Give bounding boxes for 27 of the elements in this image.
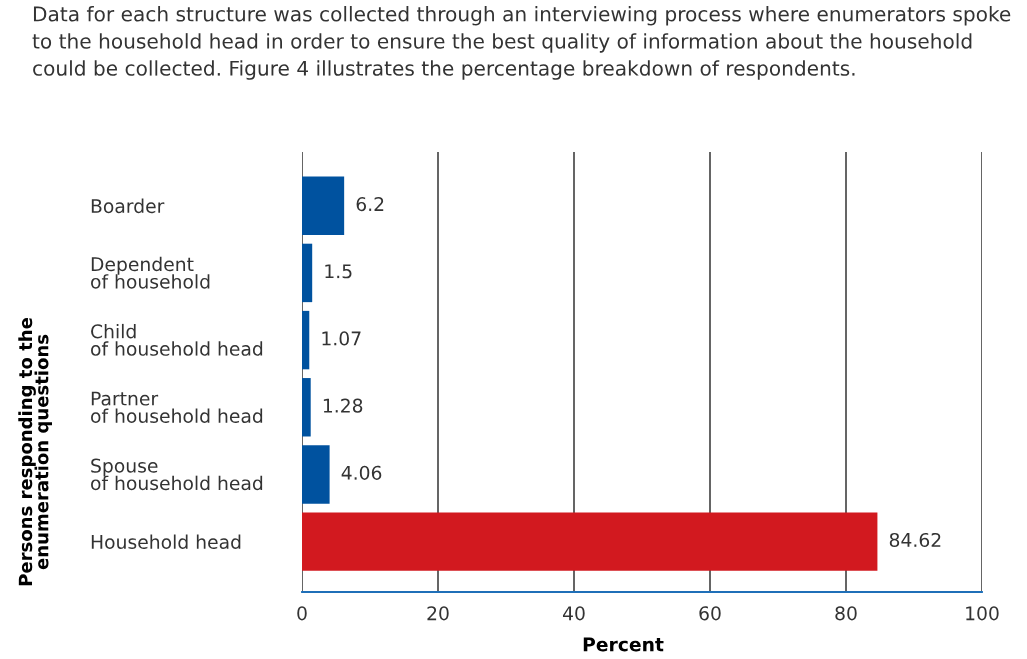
- data-label: 4.06: [341, 465, 382, 480]
- y-tick-label: Partner of household head: [91, 391, 263, 424]
- y-tick-label: Spouse of household head: [91, 458, 263, 491]
- y-tick-label: Child of household head: [91, 323, 263, 356]
- x-tick-label: 40: [562, 606, 585, 621]
- data-label: 1.28: [323, 398, 363, 413]
- bar: [302, 176, 345, 235]
- y-tick-label: Household head: [91, 534, 241, 550]
- data-label: 1.07: [322, 331, 361, 346]
- x-tick-label: 20: [427, 606, 449, 621]
- x-tick-label: 0: [297, 606, 307, 621]
- bar: [302, 512, 878, 571]
- y-tick-label: Boarder: [91, 198, 165, 214]
- bar: [302, 378, 311, 437]
- y-tick-label: Dependent of household: [91, 256, 210, 289]
- x-tick-label: 100: [966, 606, 999, 621]
- x-tick-label: 80: [835, 606, 857, 621]
- text: Data for each structure was collected through an interviewing process where enumerators spoke to the household head in order to ensure the best quality of information about the household could be collected. Figure 4 illustrates the percentage breakdown of respondents.: [32, 6, 1011, 80]
- bar: [302, 243, 313, 303]
- data-label: 6.2: [356, 197, 384, 212]
- x-axis-title: Percent: [583, 637, 664, 652]
- data-label: 84.62: [889, 532, 941, 548]
- y-axis-title: Persons responding to the enumeration questions: [18, 318, 52, 586]
- x-tick-label: 60: [699, 606, 721, 621]
- data-label: 1.5: [325, 264, 352, 279]
- bar: [302, 310, 310, 370]
- bar: [302, 445, 330, 504]
